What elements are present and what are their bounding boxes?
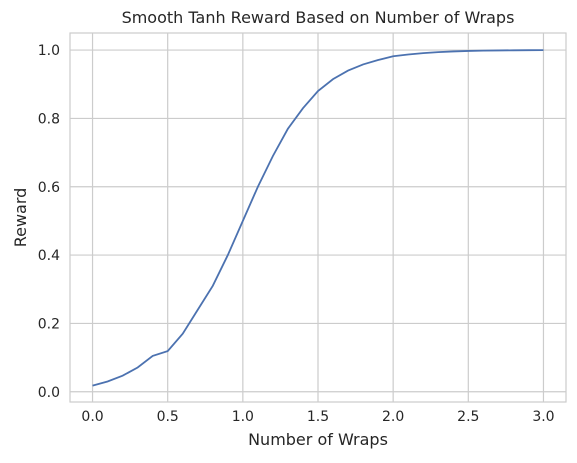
y-tick-label: 0.0: [38, 385, 60, 401]
chart-title: Smooth Tanh Reward Based on Number of Wr…: [122, 8, 515, 27]
plot-frame: [69, 32, 567, 403]
y-tick-label: 1.0: [38, 43, 60, 59]
grid-layer: [70, 33, 566, 402]
x-tick-label: 1.5: [307, 409, 329, 425]
x-tick-label: 2.5: [457, 409, 479, 425]
series-line: [92, 49, 544, 387]
x-tick-label: 0.0: [81, 409, 103, 425]
x-tick-label: 3.0: [532, 409, 554, 425]
x-axis-label: Number of Wraps: [248, 430, 388, 449]
x-tick-label: 0.5: [157, 409, 179, 425]
x-tick-label: 2.0: [382, 409, 404, 425]
y-tick-label: 0.6: [38, 180, 60, 196]
series-layer: [92, 49, 544, 387]
x-tick-label: 1.0: [232, 409, 254, 425]
y-axis-label: Reward: [11, 188, 30, 248]
y-tick-label: 0.8: [38, 111, 60, 127]
y-tick-label: 0.4: [38, 248, 60, 264]
y-tick-label: 0.2: [38, 316, 60, 332]
tick-layer: 0.0 0.5 1.0 1.5 2.0 2.5 3.0 0.0 0.2 0.4 0.6 0.8 1.0: [38, 43, 555, 425]
